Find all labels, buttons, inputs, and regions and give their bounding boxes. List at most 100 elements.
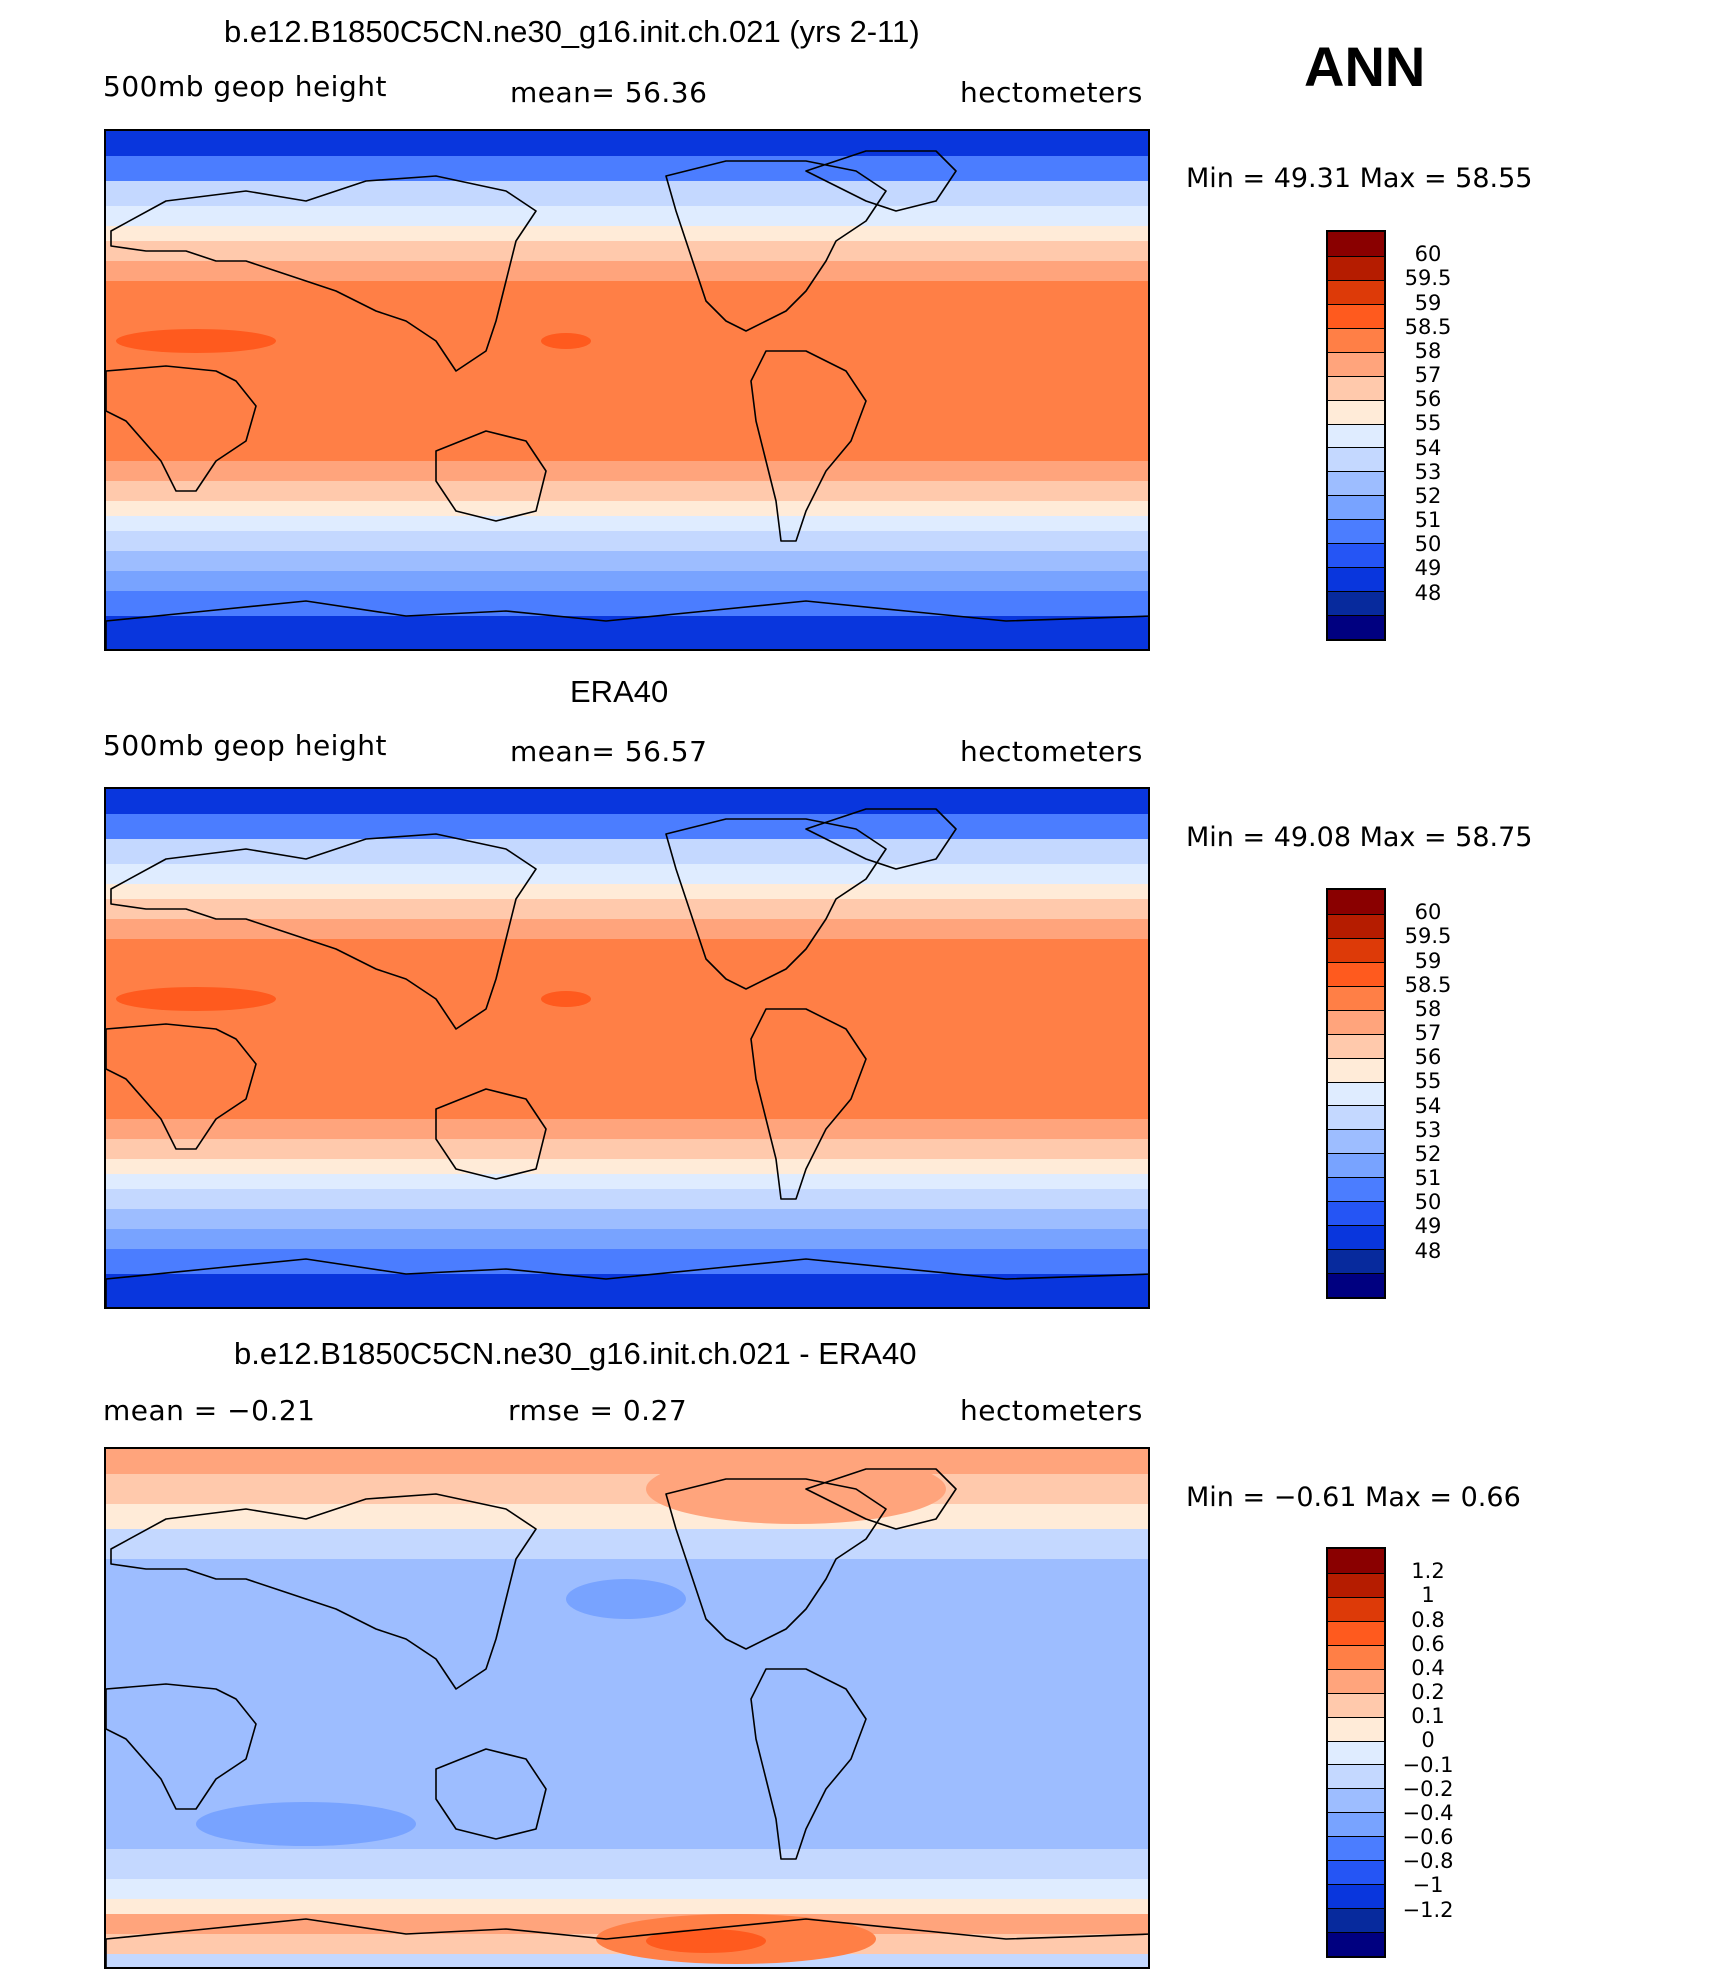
colorbar-tick-label: 0.1 bbox=[1411, 1704, 1445, 1729]
colorbar-tick-label: 48 bbox=[1414, 1238, 1442, 1263]
colorbar-segment bbox=[1328, 1716, 1384, 1741]
colorbar-tick-label: 59 bbox=[1414, 948, 1442, 973]
colorbar-tick-label: 55 bbox=[1414, 411, 1442, 436]
colorbar-tick-label: 59.5 bbox=[1404, 924, 1452, 949]
colorbar-segment bbox=[1328, 1692, 1384, 1717]
colorbar-tick-label: 59.5 bbox=[1404, 266, 1452, 291]
colorbar-tick-label: −0.8 bbox=[1402, 1849, 1454, 1874]
colorbar-segment bbox=[1328, 591, 1384, 615]
colorbar-segment bbox=[1328, 1764, 1384, 1789]
colorbar-segment bbox=[1328, 567, 1384, 592]
panel1-mean-label: mean= 56.36 bbox=[510, 76, 708, 109]
colorbar-tick-label: 58 bbox=[1414, 996, 1442, 1021]
colorbar-tick-label: 56 bbox=[1414, 1045, 1442, 1070]
colorbar-tick-label: 0 bbox=[1421, 1728, 1435, 1753]
contour-fill bbox=[106, 1449, 1148, 1967]
colorbar-segment bbox=[1328, 1572, 1384, 1597]
panel1-title: b.e12.B1850C5CN.ne30_g16.init.ch.021 (yr… bbox=[224, 14, 920, 49]
colorbar-segment bbox=[1328, 1908, 1384, 1932]
colorbar-segment bbox=[1328, 1129, 1384, 1154]
panel3-minmax: Min = −0.61 Max = 0.66 bbox=[1186, 1482, 1521, 1513]
colorbar-segment bbox=[1328, 1620, 1384, 1645]
panel1-colorbar bbox=[1326, 230, 1386, 641]
colorbar-tick-label: −1.2 bbox=[1402, 1897, 1454, 1922]
contour-fill bbox=[106, 131, 1148, 649]
colorbar-segment bbox=[1328, 1549, 1384, 1573]
colorbar-segment bbox=[1328, 1644, 1384, 1669]
colorbar-segment bbox=[1328, 890, 1384, 914]
panel1-map bbox=[104, 129, 1150, 651]
colorbar-tick-label: 60 bbox=[1414, 242, 1442, 267]
colorbar-tick-label: 54 bbox=[1414, 1093, 1442, 1118]
panel1-variable-label: 500mb geop height bbox=[103, 70, 387, 103]
season-label: ANN bbox=[1304, 35, 1426, 98]
colorbar-segment bbox=[1328, 327, 1384, 352]
colorbar-segment bbox=[1328, 1836, 1384, 1861]
colorbar-segment bbox=[1328, 961, 1384, 986]
colorbar-segment bbox=[1328, 1057, 1384, 1082]
colorbar-segment bbox=[1328, 351, 1384, 376]
colorbar-tick-label: 0.4 bbox=[1411, 1655, 1445, 1680]
colorbar-tick-label: −0.6 bbox=[1402, 1825, 1454, 1850]
panel3-rmse-label: rmse = 0.27 bbox=[508, 1394, 688, 1427]
coastlines bbox=[106, 1468, 1148, 1967]
colorbar-segment bbox=[1328, 1860, 1384, 1885]
colorbar-tick-label: 53 bbox=[1414, 1117, 1442, 1142]
colorbar-segment bbox=[1328, 1596, 1384, 1621]
contour-fill bbox=[106, 789, 1148, 1307]
colorbar-tick-label: 50 bbox=[1414, 1190, 1442, 1215]
colorbar-tick-label: 49 bbox=[1414, 1214, 1442, 1239]
colorbar-segment bbox=[1328, 399, 1384, 424]
colorbar-tick-label: 56 bbox=[1414, 387, 1442, 412]
panel1-minmax: Min = 49.31 Max = 58.55 bbox=[1186, 163, 1533, 194]
colorbar-tick-label: 48 bbox=[1414, 580, 1442, 605]
colorbar-tick-label: 54 bbox=[1414, 435, 1442, 460]
colorbar-segment bbox=[1328, 1884, 1384, 1909]
colorbar-segment bbox=[1328, 1932, 1384, 1956]
colorbar-segment bbox=[1328, 1812, 1384, 1837]
colorbar-tick-label: 0.2 bbox=[1411, 1680, 1445, 1705]
colorbar-segment bbox=[1328, 1225, 1384, 1250]
colorbar-segment bbox=[1328, 1788, 1384, 1813]
colorbar-segment bbox=[1328, 423, 1384, 448]
panel3-map bbox=[104, 1447, 1150, 1969]
colorbar-segment bbox=[1328, 519, 1384, 544]
coastlines bbox=[106, 150, 1148, 649]
colorbar-tick-label: 50 bbox=[1414, 532, 1442, 557]
colorbar-tick-label: 1.2 bbox=[1411, 1559, 1445, 1584]
colorbar-segment bbox=[1328, 1033, 1384, 1058]
colorbar-segment bbox=[1328, 985, 1384, 1010]
colorbar-segment bbox=[1328, 303, 1384, 328]
colorbar-tick-label: 51 bbox=[1414, 1166, 1442, 1191]
colorbar-tick-label: 58.5 bbox=[1404, 972, 1452, 997]
colorbar-segment bbox=[1328, 937, 1384, 962]
colorbar-segment bbox=[1328, 1105, 1384, 1130]
colorbar-segment bbox=[1328, 913, 1384, 938]
panel2-map bbox=[104, 787, 1150, 1309]
colorbar-tick-label: 58.5 bbox=[1404, 314, 1452, 339]
colorbar-segment bbox=[1328, 1081, 1384, 1106]
colorbar-tick-label: 60 bbox=[1414, 900, 1442, 925]
colorbar-tick-label: −0.2 bbox=[1402, 1776, 1454, 1801]
colorbar-segment bbox=[1328, 279, 1384, 304]
colorbar-segment bbox=[1328, 1009, 1384, 1034]
colorbar-segment bbox=[1328, 1153, 1384, 1178]
colorbar-tick-label: −0.1 bbox=[1402, 1752, 1454, 1777]
colorbar-segment bbox=[1328, 1273, 1384, 1297]
panel3-mean-label: mean = −0.21 bbox=[103, 1394, 316, 1427]
colorbar-tick-label: 1 bbox=[1421, 1583, 1435, 1608]
colorbar-tick-label: −1 bbox=[1412, 1873, 1444, 1898]
colorbar-tick-label: 55 bbox=[1414, 1069, 1442, 1094]
colorbar-tick-label: 57 bbox=[1414, 1021, 1442, 1046]
panel2-variable-label: 500mb geop height bbox=[103, 729, 387, 762]
panel3-colorbar bbox=[1326, 1547, 1386, 1958]
colorbar-segment bbox=[1328, 615, 1384, 639]
coastlines bbox=[106, 808, 1148, 1307]
panel2-minmax: Min = 49.08 Max = 58.75 bbox=[1186, 822, 1533, 853]
colorbar-segment bbox=[1328, 1177, 1384, 1202]
colorbar-tick-label: 52 bbox=[1414, 1141, 1442, 1166]
colorbar-tick-label: 58 bbox=[1414, 338, 1442, 363]
panel3-units-label: hectometers bbox=[960, 1394, 1143, 1427]
panel1-units-label: hectometers bbox=[960, 76, 1143, 109]
colorbar-tick-label: −0.4 bbox=[1402, 1800, 1454, 1825]
